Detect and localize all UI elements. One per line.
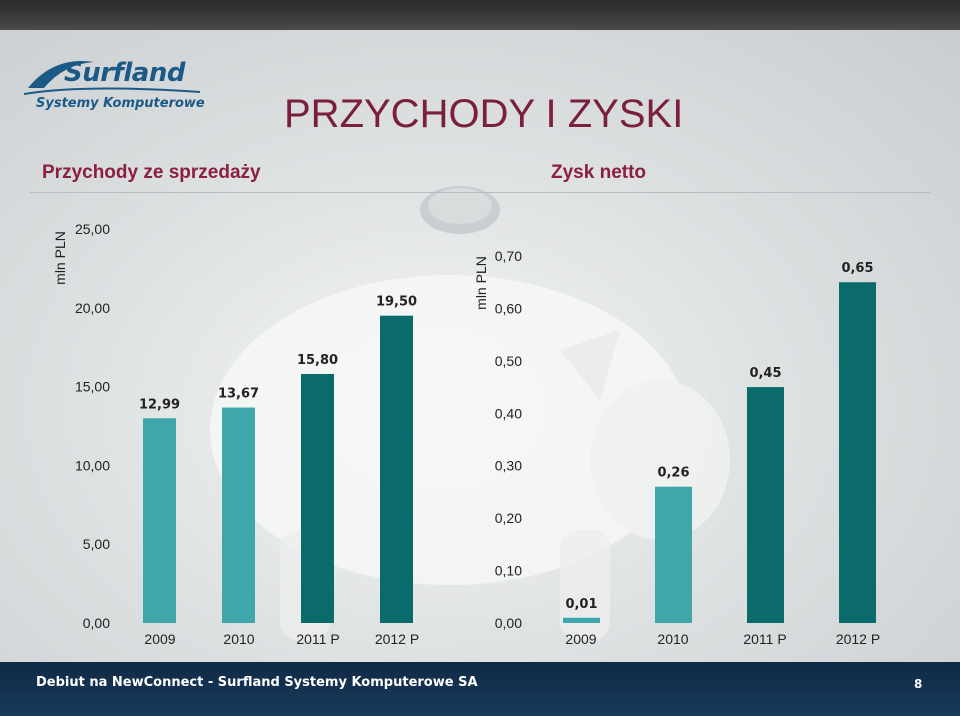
profit-ytick-label: 0,50 xyxy=(495,353,522,369)
profit-y-axis-label: mln PLN xyxy=(473,256,489,310)
revenue-bar xyxy=(380,315,413,623)
chart-profit-title: Zysk netto xyxy=(551,162,647,183)
profit-data-label: 0,65 xyxy=(841,261,873,276)
page-number: 8 xyxy=(914,677,923,691)
profit-ytick-label: 0,40 xyxy=(495,405,522,421)
profit-data-label: 0,01 xyxy=(565,597,597,612)
revenue-ytick-label: 15,00 xyxy=(75,379,110,395)
revenue-ytick-label: 25,00 xyxy=(75,221,110,237)
page-title: PRZYCHODY I ZYSKI xyxy=(284,92,684,136)
revenue-category-label: 2012 P xyxy=(375,631,419,647)
revenue-bar xyxy=(222,407,255,623)
profit-bar xyxy=(839,282,876,623)
revenue-data-label: 19,50 xyxy=(376,295,417,310)
revenue-category-label: 2011 P xyxy=(296,631,339,647)
logo-tagline: Systemy Komputerowe xyxy=(36,96,205,111)
revenue-ytick-label: 0,00 xyxy=(83,615,110,631)
top-band xyxy=(0,0,960,30)
revenue-bar xyxy=(301,373,334,623)
footer-band xyxy=(0,662,960,716)
logo-wordmark: Surfland xyxy=(64,58,185,88)
revenue-bar xyxy=(143,418,176,623)
profit-category-label: 2009 xyxy=(565,631,596,647)
revenue-data-label: 12,99 xyxy=(139,397,180,412)
profit-ytick-label: 0,10 xyxy=(495,563,522,579)
profit-ytick-label: 0,00 xyxy=(495,615,522,631)
revenue-category-label: 2009 xyxy=(144,631,175,647)
profit-data-label: 0,45 xyxy=(749,366,781,381)
revenue-category-label: 2010 xyxy=(223,631,254,647)
revenue-y-axis-label: mln PLN xyxy=(52,231,68,285)
profit-bar xyxy=(655,486,692,623)
revenue-data-label: 15,80 xyxy=(297,353,338,368)
footer-text: Debiut na NewConnect - Surfland Systemy … xyxy=(36,675,478,690)
profit-category-label: 2012 P xyxy=(836,631,880,647)
revenue-ytick-label: 10,00 xyxy=(75,457,110,473)
slide-background xyxy=(0,30,960,662)
profit-bar xyxy=(563,617,600,623)
title-divider xyxy=(30,192,930,193)
profit-bar xyxy=(747,387,784,623)
profit-data-label: 0,26 xyxy=(657,466,689,481)
revenue-data-label: 13,67 xyxy=(218,387,259,402)
revenue-ytick-label: 20,00 xyxy=(75,300,110,316)
profit-category-label: 2011 P xyxy=(743,631,786,647)
profit-ytick-label: 0,30 xyxy=(495,458,522,474)
profit-ytick-label: 0,60 xyxy=(495,300,522,316)
profit-ytick-label: 0,20 xyxy=(495,510,522,526)
profit-ytick-label: 0,70 xyxy=(495,248,522,264)
profit-category-label: 2010 xyxy=(657,631,688,647)
surfland-logo-icon xyxy=(24,61,201,95)
revenue-ytick-label: 5,00 xyxy=(83,536,110,552)
chart-revenue-title: Przychody ze sprzedaży xyxy=(42,162,261,183)
